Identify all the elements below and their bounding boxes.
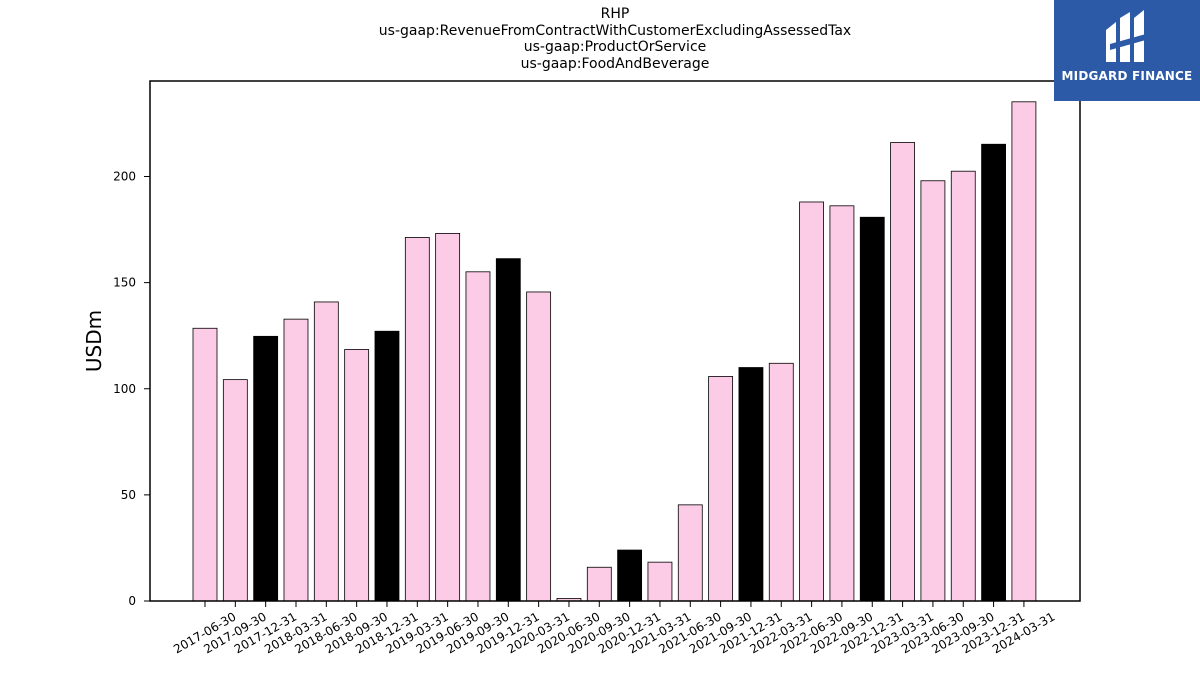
bar-2017-12-31 [253, 335, 279, 602]
title-line-ticker: RHP [600, 6, 630, 22]
x-axis: 2017-06-302017-09-302017-12-312018-03-31… [171, 601, 1057, 656]
bar-2019-09-30 [465, 271, 491, 602]
bar-2017-09-30 [222, 379, 248, 602]
bar-2021-12-31 [738, 367, 764, 602]
y-tick-label: 200 [113, 170, 136, 184]
bar-2021-03-31 [647, 561, 673, 602]
bar-2019-06-30 [435, 232, 461, 602]
bar-2022-06-30 [799, 201, 824, 602]
title-line-concept: us-gaap:RevenueFromContractWithCustomerE… [378, 22, 852, 39]
bar-2021-09-30 [708, 376, 734, 602]
bar-2017-06-30 [192, 327, 218, 602]
chart-title: RHP us-gaap:RevenueFromContractWithCusto… [150, 6, 1080, 72]
y-axis: 0 50 100 150 200 [113, 170, 150, 608]
brand-logo: MIDGARD FINANCE [1054, 0, 1200, 101]
bars-group [192, 101, 1037, 602]
bar-2020-09-30 [586, 566, 612, 602]
bar-2021-06-30 [677, 504, 703, 602]
bar-2020-03-31 [526, 291, 552, 602]
bar-2018-03-31 [283, 318, 309, 602]
bar-2019-12-31 [495, 258, 521, 602]
title-line-axis: us-gaap:ProductOrService [523, 39, 707, 55]
y-tick-label: 100 [113, 382, 136, 396]
bar-2023-09-30 [950, 170, 976, 602]
bar-2018-09-30 [344, 349, 370, 602]
logo-text: MIDGARD FINANCE [1061, 69, 1193, 83]
bar-2022-09-30 [829, 205, 855, 602]
bar-2023-12-31 [981, 143, 1006, 602]
bar-2024-03-31 [1011, 101, 1037, 602]
bar-2022-12-31 [859, 216, 885, 602]
y-tick-label: 150 [113, 276, 136, 290]
title-line-member: us-gaap:FoodAndBeverage [520, 55, 710, 72]
bar-2022-03-31 [768, 362, 794, 602]
y-tick-label: 50 [121, 488, 136, 502]
bar-2018-12-31 [374, 330, 400, 602]
bar-2023-03-31 [890, 142, 915, 602]
plot-frame [149, 80, 1081, 602]
bar-2023-06-30 [920, 180, 946, 602]
y-axis-label: USDm [82, 310, 106, 372]
bar-2019-03-31 [404, 237, 430, 602]
bar-2020-12-31 [617, 549, 643, 602]
logo-mark-icon [1106, 10, 1146, 62]
bar-2018-06-30 [313, 301, 339, 602]
y-tick-label: 0 [128, 594, 136, 608]
